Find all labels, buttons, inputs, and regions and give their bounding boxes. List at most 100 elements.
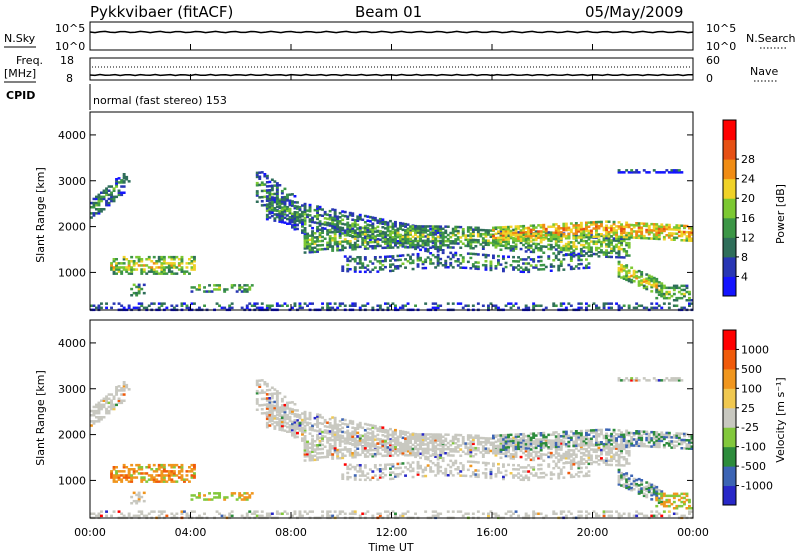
power-cell-1005 [348,228,352,231]
power-cell-274 [105,302,108,305]
power-cell-671 [268,180,272,184]
velocity-cell-385 [301,514,304,518]
power-cell-1072 [371,222,375,225]
velocity-cell-574 [672,512,676,515]
power-cell-222 [180,270,184,273]
velocity-cell-1063 [368,432,372,435]
velocity-cell-641 [260,408,264,411]
power-cell-2395 [514,225,518,228]
velocity-cell-1848 [547,447,551,450]
power-cell-1412 [363,245,367,248]
power-cell-612 [238,288,242,291]
velocity-cell-981 [338,428,342,431]
velocity-cell-447 [406,510,410,513]
velocity-cell-693 [275,410,279,414]
power-cell-2084 [361,262,365,265]
velocity-cell-191 [162,466,166,469]
power-cell-2039 [622,250,626,253]
power-cell-1409 [361,233,365,236]
power-cell-1385 [351,227,355,230]
velocity-cell-1454 [381,434,385,437]
power-cell-2425 [529,236,533,240]
power-cell-2289 [539,259,543,263]
velocity-cell-1398 [356,435,360,438]
power-cell-2690 [655,231,659,234]
power-cell-2174 [439,261,443,265]
power-cell-2919 [672,286,676,290]
power-cell-2209 [469,252,473,255]
power-cell-2454 [542,225,546,229]
velocity-cell-1016 [351,422,355,425]
power-cell-1850 [547,231,551,234]
power-cell-1673 [469,226,473,229]
velocity-cell-243 [193,474,196,477]
power-cell-586 [190,286,194,289]
power-cell-2912 [667,290,671,294]
velocity-cell-266 [92,512,96,515]
power-cell-2377 [507,231,510,235]
power-cell-267 [95,306,98,310]
velocity-cell-1382 [351,443,355,447]
velocity-cell-142 [140,480,144,483]
power-cell-1287 [311,234,314,237]
velocity-cell-1189 [414,437,417,440]
power-colorbar-tick-label-2: 12 [741,231,755,244]
velocity-cell-991 [343,437,347,440]
power-cell-2573 [600,220,603,224]
velocity-cell-719 [280,397,284,401]
power-cell-484 [494,306,498,310]
velocity-cell-235 [188,470,191,473]
power-cell-2792 [627,279,631,283]
power-cell-233 [185,262,189,265]
velocity-cell-1648 [461,442,465,445]
velocity-cell-792 [265,405,269,408]
power-cell-1343 [333,232,337,236]
velocity-cell-870 [293,423,297,426]
velocity-cell-1926 [579,460,583,463]
velocity-cell-398 [326,512,330,515]
velocity-cell-932 [321,422,324,425]
power-cell-2809 [637,284,641,287]
power-cell-2400 [517,227,520,230]
velocity-cell-57 [112,403,116,407]
power-cell-667 [268,193,272,196]
velocity-cell-1663 [466,434,470,437]
power-cell-2844 [652,278,656,282]
power-cell-405 [333,302,337,305]
velocity-cell-670 [268,392,272,396]
velocity-cell-1133 [394,431,397,434]
power-cell-1583 [434,243,438,247]
power-cell-1216 [426,248,430,251]
power-cell-1079 [373,218,377,222]
velocity-cell-902 [308,417,312,421]
power-cell-2536 [585,233,588,237]
power-cell-934 [323,227,327,230]
velocity-cell-1598 [439,433,443,436]
power-cell-1817 [532,242,536,245]
velocity-cell-538 [595,512,598,515]
power-cell-22 [97,197,101,201]
power-cell-1289 [311,230,314,233]
power-cell-1658 [466,240,470,244]
velocity-cell-1735 [497,450,500,453]
velocity-cell-429 [378,514,382,518]
power-cell-456 [431,302,435,305]
power-cell-878 [296,213,299,217]
power-cell-2937 [685,290,689,294]
velocity-cell-1680 [471,436,475,439]
power-cell-2905 [662,284,666,288]
velocity-cell-210 [172,474,176,477]
power-cell-2267 [522,262,525,265]
velocity-cell-1100 [381,426,385,429]
velocity-cell-672 [270,419,274,422]
velocity-cell-1772 [512,449,515,452]
power-cell-469 [459,302,463,305]
power-cell-2915 [670,286,674,290]
power-cell-105 [117,262,121,265]
power-cell-1133 [394,223,397,226]
power-cell-1332 [331,249,335,252]
velocity-cell-901 [308,422,312,425]
power-cell-2219 [476,261,480,264]
power-cell-983 [338,211,342,215]
power-cell-853 [288,210,292,213]
